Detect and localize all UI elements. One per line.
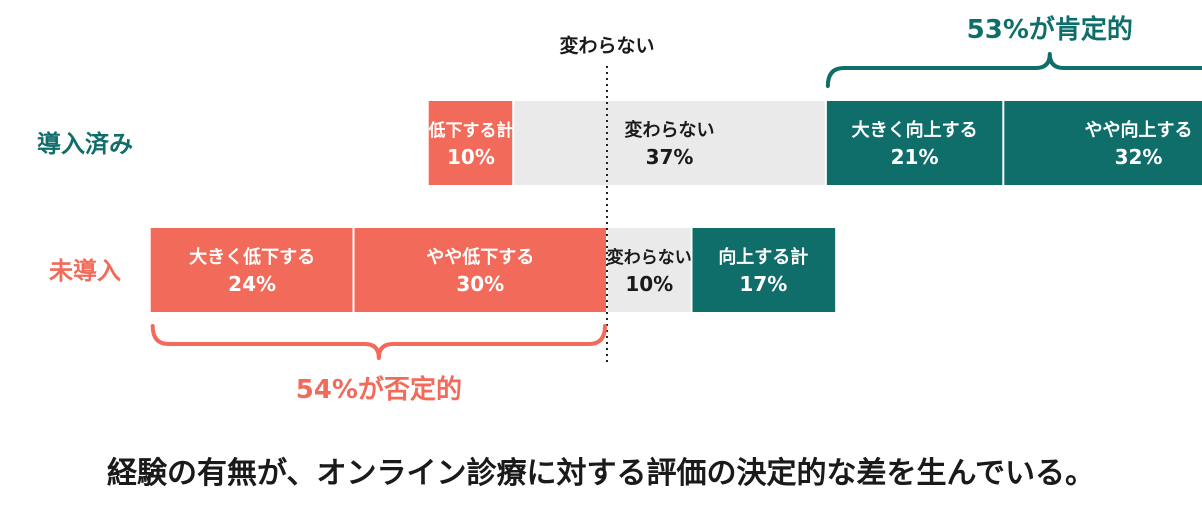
segment-label: 大きく向上する <box>852 119 978 141</box>
bar-segment <box>428 101 513 185</box>
bar-segment <box>692 228 836 312</box>
summary-brace <box>150 324 607 360</box>
segment-label: やや低下する <box>426 246 534 268</box>
summary-annotations: 53%が肯定的 54%が否定的 <box>150 14 1202 405</box>
segment-label: 低下する計 <box>427 120 513 141</box>
bar-row: 導入済み 低下する計 10% 変わらない 37% 大きく向上する 21% やや向上する 32% <box>37 101 1202 185</box>
summary-label: 54%が否定的 <box>296 374 462 405</box>
row-label: 導入済み <box>37 130 133 158</box>
chart-caption: 経験の有無が、オンライン診療に対する評価の決定的な差を生んでいる。 <box>107 456 1095 491</box>
bar-segment <box>826 101 1003 185</box>
neutral-marker-label: 変わらない <box>559 34 654 57</box>
bar-segment <box>1004 101 1202 185</box>
segment-value-label: 17% <box>739 272 787 296</box>
bar-segment <box>354 228 606 312</box>
bar-row: 未導入 大きく低下する 24% やや低下する 30% 変わらない 10% 向上する計 17% <box>49 228 836 312</box>
bar-segment <box>514 101 825 185</box>
segment-label: 変わらない <box>607 247 692 268</box>
segment-value-label: 32% <box>1115 145 1163 169</box>
segment-value-label: 10% <box>447 145 495 169</box>
segment-value-label: 24% <box>228 272 276 296</box>
segment-value-label: 10% <box>625 272 673 296</box>
segment-label: 向上する計 <box>718 246 808 268</box>
bar-segment <box>150 228 353 312</box>
row-label: 未導入 <box>49 257 121 285</box>
segment-label: 変わらない <box>625 119 715 141</box>
segment-value-label: 37% <box>646 145 694 169</box>
summary-label: 53%が肯定的 <box>967 14 1133 45</box>
bar-rows: 導入済み 低下する計 10% 変わらない 37% 大きく向上する 21% やや向上する 32% 未… <box>37 101 1202 312</box>
segment-value-label: 21% <box>891 145 939 169</box>
segment-value-label: 30% <box>456 272 504 296</box>
segment-label: 大きく低下する <box>189 246 315 268</box>
summary-brace <box>825 52 1202 88</box>
bar-segment <box>608 228 691 312</box>
segment-label: やや向上する <box>1085 119 1193 141</box>
